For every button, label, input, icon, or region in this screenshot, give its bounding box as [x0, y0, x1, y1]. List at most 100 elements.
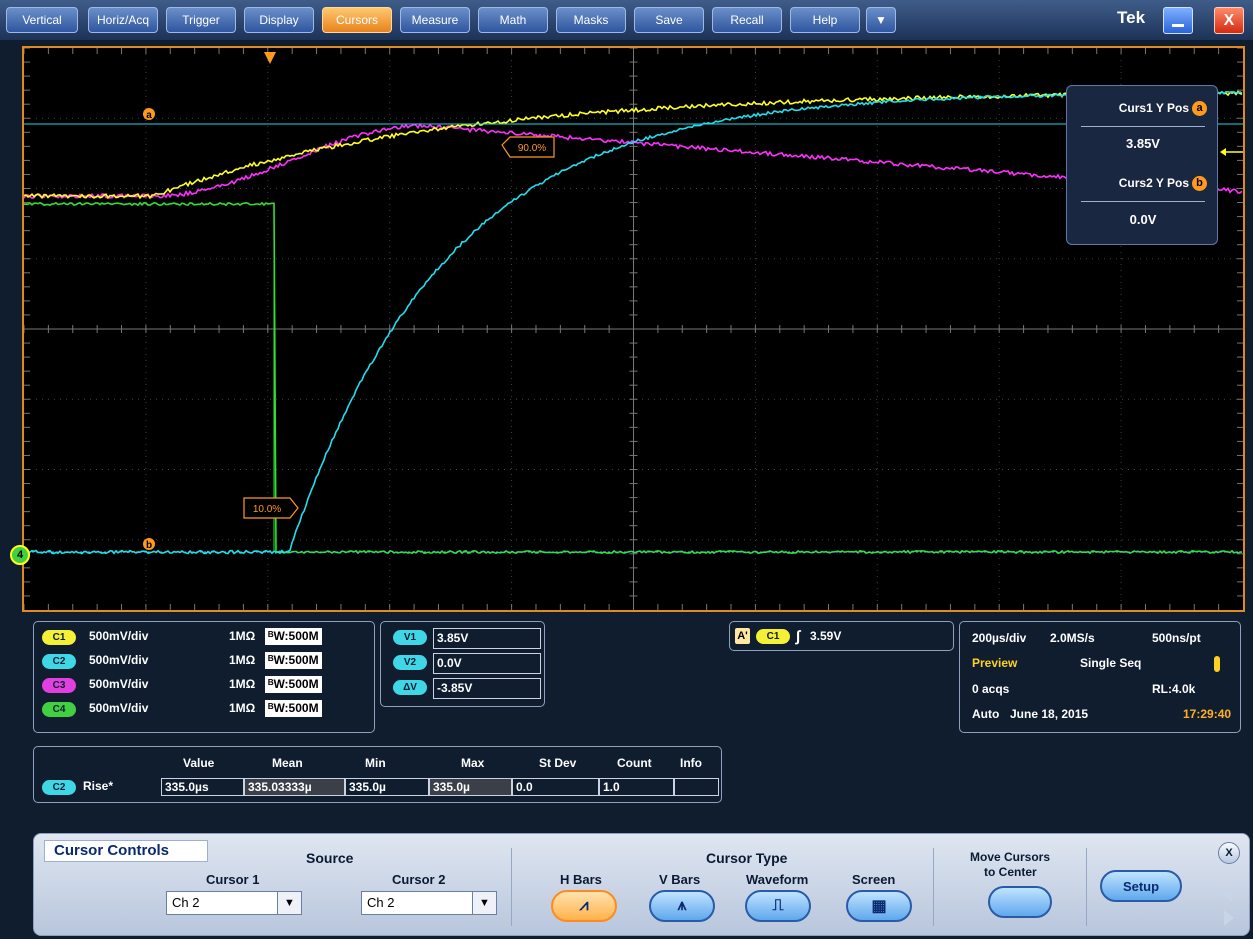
measurement-cell: 1.0: [599, 778, 674, 796]
measurement-header: Count: [617, 756, 652, 770]
measurement-panel[interactable]: Value Mean Min Max St Dev Count Info C2 Rise* 335…: [33, 746, 722, 803]
minimize-button[interactable]: [1163, 7, 1193, 34]
cursor2-source-value: Ch 2: [367, 895, 394, 910]
trigger-level: 3.59V: [810, 629, 841, 643]
trigger-type: Auto: [972, 707, 999, 721]
record-length: RL:4.0k: [1152, 682, 1195, 696]
measurement-header: St Dev: [539, 756, 576, 770]
resolution: 500ns/pt: [1152, 631, 1201, 645]
cursor-value-badge: V1: [393, 630, 427, 645]
measurement-name[interactable]: Rise*: [83, 779, 113, 793]
menu-more-button[interactable]: ▼: [866, 7, 896, 33]
channel-impedance: 1MΩ: [229, 653, 255, 667]
move-cursors-label-2: to Center: [984, 865, 1037, 879]
cursor-b-label: b: [146, 540, 152, 551]
channel-bandwidth: ᴮW:500M: [265, 628, 322, 645]
cursor-value-badge: V2: [393, 655, 427, 670]
menu-tab-vertical[interactable]: Vertical: [6, 7, 78, 33]
cursor1-label: Cursor 1: [206, 872, 259, 887]
measurement-cell: 335.0µ: [345, 778, 429, 796]
channel-badge[interactable]: C1: [42, 630, 76, 645]
channel-bandwidth: ᴮW:500M: [265, 652, 322, 669]
cursor-a-label: a: [146, 110, 152, 121]
menu-tab-save[interactable]: Save: [634, 7, 704, 33]
chevron-down-icon[interactable]: ▼: [472, 891, 497, 915]
channel-settings-panel[interactable]: C1 500mV/div 1MΩ ᴮW:500M C2 500mV/div 1MΩ ᴮW:50…: [33, 621, 375, 733]
trigger-mode-badge: A': [735, 628, 750, 644]
measurement-header: Value: [183, 756, 214, 770]
menu-bar: Vertical Horiz/Acq Trigger Display Cursors Me…: [0, 0, 1253, 40]
tek-logo: Tek: [1117, 8, 1145, 28]
curs1-label-row: Curs1 Y Pos a: [1067, 101, 1207, 116]
curs2-badge: b: [1192, 176, 1207, 191]
setup-button[interactable]: Setup: [1100, 870, 1182, 902]
measurement-cell: 335.03333µ: [244, 778, 345, 796]
channel-impedance: 1MΩ: [229, 629, 255, 643]
menu-tab-trigger[interactable]: Trigger: [166, 7, 236, 33]
cursor-type-label-3: Screen: [852, 872, 895, 887]
cursor1-source-select[interactable]: Ch 2 ▼: [166, 891, 302, 915]
waveform-svg: a b 90.0% 10.0%: [24, 48, 1243, 610]
cursor-value: 0.0V: [433, 653, 541, 674]
menu-tab-masks[interactable]: Masks: [556, 7, 626, 33]
acq-mode: Single Seq: [1080, 656, 1141, 670]
channel-bandwidth: ᴮW:500M: [265, 676, 322, 693]
measurement-header: Min: [365, 756, 386, 770]
menu-tab-horizacq[interactable]: Horiz/Acq: [88, 7, 158, 33]
cursor-type-button-h-bars[interactable]: ⩘: [551, 890, 617, 922]
measurement-header: Info: [680, 756, 702, 770]
v-bars-icon: ⩚: [677, 897, 686, 915]
horizontal-scale: 200µs/div: [972, 631, 1026, 645]
ch4-ground-marker[interactable]: 4: [10, 545, 30, 565]
channel-impedance: 1MΩ: [229, 701, 255, 715]
menu-tab-recall[interactable]: Recall: [712, 7, 782, 33]
measurement-header: Max: [461, 756, 484, 770]
cursor-type-button-v-bars[interactable]: ⩚: [649, 890, 715, 922]
move-cursors-center-button[interactable]: [988, 886, 1052, 918]
cursor-type-button-waveform[interactable]: ⎍: [745, 890, 811, 922]
channel-badge[interactable]: C3: [42, 678, 76, 693]
channel-scale: 500mV/div: [89, 629, 148, 643]
curs1-label: Curs1 Y Pos: [1119, 101, 1189, 115]
curs1-badge: a: [1192, 101, 1207, 116]
channel-scale: 500mV/div: [89, 677, 148, 691]
cursor-type-label-1: V Bars: [659, 872, 700, 887]
next-arrow-icon[interactable]: [1224, 910, 1234, 926]
timebase-panel[interactable]: 200µs/div 2.0MS/s 500ns/pt Preview Singl…: [959, 621, 1241, 733]
channel-scale: 500mV/div: [89, 701, 148, 715]
chevron-down-icon[interactable]: ▼: [277, 891, 302, 915]
cursor-type-label-0: H Bars: [560, 872, 602, 887]
cursor-type-label: Cursor Type: [706, 850, 787, 866]
menu-tab-display[interactable]: Display: [244, 7, 314, 33]
channel-badge[interactable]: C2: [42, 654, 76, 669]
menu-tab-cursors[interactable]: Cursors: [322, 7, 392, 33]
waveform-display[interactable]: a b 90.0% 10.0% 4 Curs1 Y Pos a 3.85V Cur…: [22, 46, 1245, 612]
channel-scale: 500mV/div: [89, 653, 148, 667]
menu-tab-math[interactable]: Math: [478, 7, 548, 33]
close-window-button[interactable]: X: [1214, 7, 1244, 34]
cursor-controls-panel: Cursor Controls Source Cursor 1 Ch 2 ▼ C…: [33, 833, 1250, 936]
cursor-values-panel[interactable]: V1 3.85V V2 0.0V ΔV -3.85V: [380, 621, 545, 707]
curs2-label: Curs2 Y Pos: [1119, 176, 1189, 190]
menu-tab-measure[interactable]: Measure: [400, 7, 470, 33]
channel-badge[interactable]: C4: [42, 702, 76, 717]
source-label: Source: [306, 850, 353, 866]
marker-90-label: 90.0%: [518, 143, 546, 154]
cursor-type-button-screen[interactable]: ▦: [846, 890, 912, 922]
screen-icon: ▦: [871, 896, 886, 916]
sample-rate: 2.0MS/s: [1050, 631, 1095, 645]
cursor-readout-box: Curs1 Y Pos a 3.85V Curs2 Y Pos b 0.0V: [1066, 85, 1218, 245]
cursor-type-label-2: Waveform: [746, 872, 808, 887]
prev-arrow-icon[interactable]: [1222, 886, 1232, 902]
cursor2-source-select[interactable]: Ch 2 ▼: [361, 891, 497, 915]
close-panel-button[interactable]: X: [1218, 842, 1240, 864]
graticule-grid: [24, 48, 1243, 610]
trigger-panel[interactable]: A' C1 ∫ 3.59V: [729, 621, 954, 651]
measurement-cell: 335.0µs: [161, 778, 244, 796]
move-cursors-label-1: Move Cursors: [970, 850, 1050, 864]
cursor-value-badge: ΔV: [393, 680, 427, 695]
acq-status-icon: [1214, 656, 1220, 672]
menu-tab-help[interactable]: Help: [790, 7, 860, 33]
measurement-cell: 335.0µ: [429, 778, 512, 796]
cursor2-label: Cursor 2: [392, 872, 445, 887]
